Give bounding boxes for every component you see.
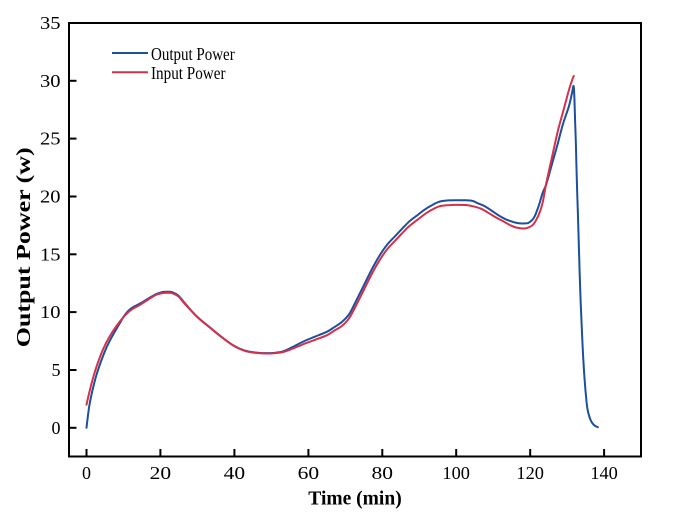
svg-text:10: 10: [40, 302, 61, 322]
svg-text:60: 60: [298, 463, 320, 483]
svg-text:80: 80: [372, 463, 394, 483]
svg-text:30: 30: [40, 71, 61, 91]
svg-text:120: 120: [516, 463, 544, 483]
svg-text:35: 35: [40, 13, 61, 33]
svg-text:Output Power: Output Power: [151, 44, 235, 64]
svg-text:20: 20: [40, 186, 61, 206]
svg-text:100: 100: [442, 463, 470, 483]
svg-text:140: 140: [590, 463, 618, 483]
svg-text:20: 20: [150, 463, 172, 483]
svg-text:0: 0: [82, 463, 91, 483]
svg-text:40: 40: [224, 463, 246, 483]
svg-text:25: 25: [40, 129, 61, 149]
svg-text:5: 5: [52, 360, 61, 380]
svg-text:0: 0: [52, 418, 61, 438]
svg-text:Input Power: Input Power: [151, 63, 226, 83]
svg-text:15: 15: [40, 244, 61, 264]
svg-text:Time (min): Time (min): [308, 489, 401, 510]
svg-text:Output Power (w): Output Power (w): [14, 147, 35, 347]
